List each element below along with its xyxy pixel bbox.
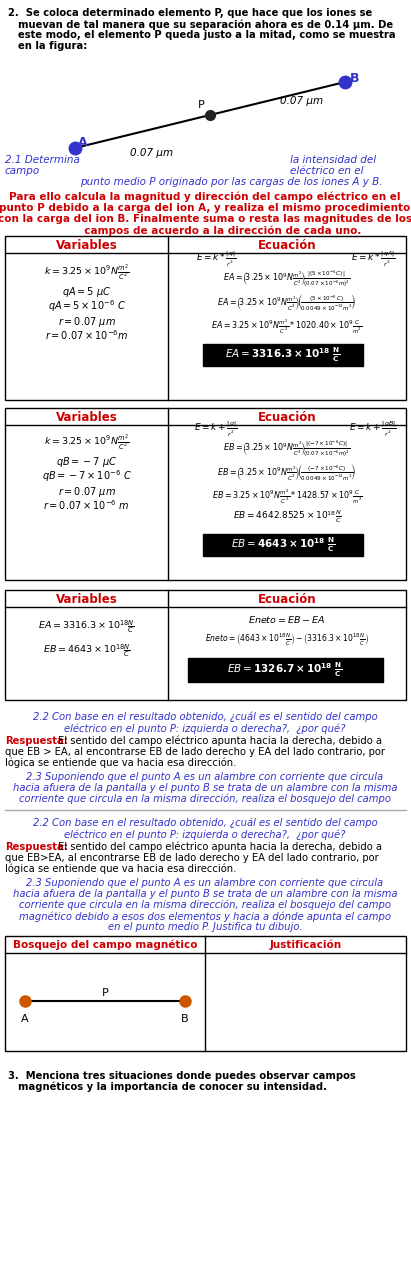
Text: El sentido del campo eléctrico apunta hacia la derecha, debido a: El sentido del campo eléctrico apunta ha… [58, 736, 382, 746]
Text: $E = k + \frac{|q|}{r^2}$: $E = k + \frac{|q|}{r^2}$ [194, 420, 238, 439]
Text: $k = 3.25 \times 10^9 N\frac{m^2}{C^2}$: $k = 3.25 \times 10^9 N\frac{m^2}{C^2}$ [44, 262, 129, 281]
Text: Ecuación: Ecuación [258, 593, 316, 606]
Text: Variables: Variables [55, 593, 118, 606]
Text: Respuesta:: Respuesta: [5, 736, 68, 746]
Text: 2.2 Con base en el resultado obtenido, ¿cuál es el sentido del campo: 2.2 Con base en el resultado obtenido, ¿… [32, 712, 377, 723]
Text: lógica se entiende que va hacia esa dirección.: lógica se entiende que va hacia esa dire… [5, 864, 236, 875]
Text: Ecuación: Ecuación [258, 239, 316, 252]
Text: $r = 0.07\ \mu m$: $r = 0.07\ \mu m$ [58, 485, 115, 499]
Bar [5, 936, 406, 1051]
Text: P: P [102, 988, 109, 998]
Text: B: B [350, 73, 360, 85]
Text: campos de acuerdo a la dirección de cada uno.: campos de acuerdo a la dirección de cada… [48, 225, 362, 236]
Text: 0.07 µm: 0.07 µm [130, 148, 173, 158]
Text: $EB = \mathbf{1326.7 \times 10^{18}\ \frac{N}{C}}$: $EB = \mathbf{1326.7 \times 10^{18}\ \fr… [227, 661, 343, 680]
Text: 2.3 Suponiendo que el punto A es un alambre con corriente que circula: 2.3 Suponiendo que el punto A es un alam… [26, 771, 383, 782]
Text: Bosquejo del campo magnético: Bosquejo del campo magnético [13, 939, 197, 950]
Text: $EA = \!\left(\!3.25 \times 10^9 N\frac{m^2}{C^2}\!\right)\!\left(\!\frac{(5 \ti: $EA = \!\left(\!3.25 \times 10^9 N\frac{… [217, 292, 357, 312]
Text: P: P [198, 101, 205, 109]
Text: $r = 0.07\ \mu m$: $r = 0.07\ \mu m$ [58, 314, 115, 328]
Text: $EA = 3316.3 \times 10^{18} \frac{N}{C}$: $EA = 3316.3 \times 10^{18} \frac{N}{C}$ [38, 617, 135, 635]
Text: lógica se entiende que va hacia esa dirección.: lógica se entiende que va hacia esa dire… [5, 757, 236, 769]
Text: corriente que circula en la misma dirección, realiza el bosquejo del campo: corriente que circula en la misma direcc… [19, 794, 391, 805]
Text: El sentido del campo eléctrico apunta hacia la derecha, debido a: El sentido del campo eléctrico apunta ha… [58, 841, 382, 853]
Bar [188, 658, 383, 682]
Text: $EA = \mathbf{3316.3 \times 10^{18}\ \frac{N}{C}}$: $EA = \mathbf{3316.3 \times 10^{18}\ \fr… [225, 346, 341, 364]
Text: punto medio P originado por las cargas de los iones A y B.: punto medio P originado por las cargas d… [80, 177, 383, 187]
Text: que EB>EA, al encontrarse EB de lado derecho y EA del lado contrario, por: que EB>EA, al encontrarse EB de lado der… [5, 853, 379, 863]
Bar [5, 409, 406, 580]
Text: $k = 3.25 \times 10^9 N\frac{m^2}{C^2}$: $k = 3.25 \times 10^9 N\frac{m^2}{C^2}$ [44, 432, 129, 452]
Text: $qA = 5 \times 10^{-6}\ C$: $qA = 5 \times 10^{-6}\ C$ [48, 298, 125, 314]
Text: muevan de tal manera que su separación ahora es de 0.14 µm. De: muevan de tal manera que su separación a… [18, 19, 393, 29]
Text: 3.  Menciona tres situaciones donde puedes observar campos: 3. Menciona tres situaciones donde puede… [8, 1071, 356, 1081]
Text: magnéticos y la importancia de conocer su intensidad.: magnéticos y la importancia de conocer s… [18, 1082, 327, 1092]
Text: $EA = 3.25 \times 10^9 N\frac{m^2}{C^2} * 1020.40 \times 10^9 \frac{C}{m^2}$: $EA = 3.25 \times 10^9 N\frac{m^2}{C^2} … [211, 318, 363, 336]
Bar [5, 589, 406, 700]
Text: 2.3 Suponiendo que el punto A es un alambre con corriente que circula: 2.3 Suponiendo que el punto A es un alam… [26, 878, 383, 889]
Text: $Eneto = \left(4643 \times 10^{18}\frac{N}{C}\right) - \left(3316.3 \times 10^{1: $Eneto = \left(4643 \times 10^{18}\frac{… [205, 631, 369, 648]
Text: magnético debido a esos dos elementos y hacia a dónde apunta el campo: magnético debido a esos dos elementos y … [19, 911, 391, 922]
Text: la intensidad del: la intensidad del [290, 155, 376, 165]
Text: corriente que circula en la misma dirección, realiza el bosquejo del campo: corriente que circula en la misma direcc… [19, 900, 391, 910]
Text: eléctrico en el punto P: izquierda o derecha?,  ¿por qué?: eléctrico en el punto P: izquierda o der… [64, 829, 346, 839]
Text: $qB = -7\ \mu C$: $qB = -7\ \mu C$ [56, 454, 117, 468]
Text: 2.  Se coloca determinado elemento P, que hace que los iones se: 2. Se coloca determinado elemento P, que… [8, 8, 372, 18]
Text: $EB = \!\left(\!3.25 \times 10^9 N\frac{m^2}{C^2}\!\right)\!\frac{|(-7 \times 10: $EB = \!\left(\!3.25 \times 10^9 N\frac{… [223, 438, 351, 460]
Text: este modo, el elemento P queda justo a la mitad, como se muestra: este modo, el elemento P queda justo a l… [18, 31, 396, 39]
Bar [5, 236, 406, 400]
Text: Ecuación: Ecuación [258, 411, 316, 424]
Text: eléctrico en el: eléctrico en el [290, 165, 363, 176]
Text: $Eneto = EB - EA$: $Eneto = EB - EA$ [249, 614, 326, 625]
Text: $EB = 4642.8525 \times 10^{18} \frac{N}{C}$: $EB = 4642.8525 \times 10^{18} \frac{N}{… [233, 508, 342, 524]
Text: $EA = \!\left(\!3.25 \times 10^9 N\frac{m^2}{C^2}\!\right)\!\frac{|(5 \times 10^: $EA = \!\left(\!3.25 \times 10^9 N\frac{… [223, 269, 351, 289]
Text: $E = k * \frac{|qA|}{r^2}$: $E = k * \frac{|qA|}{r^2}$ [351, 250, 395, 269]
Text: 0.07 µm: 0.07 µm [280, 95, 323, 106]
Text: hacia afuera de la pantalla y el punto B se trata de un alambre con la misma: hacia afuera de la pantalla y el punto B… [13, 783, 397, 793]
Text: $E = k * \frac{|q|}{r^2}$: $E = k * \frac{|q|}{r^2}$ [196, 250, 236, 269]
Text: A: A [21, 1015, 29, 1023]
Text: $EB = \!\left(\!3.25 \times 10^9 N\frac{m^2}{C^2}\!\right)\!\left(\!\frac{(-7 \t: $EB = \!\left(\!3.25 \times 10^9 N\frac{… [217, 462, 357, 482]
Text: $EB = 3.25 \times 10^9 N\frac{m^2}{C^2} * 1428.57 \times 10^9 \frac{C}{m^2}$: $EB = 3.25 \times 10^9 N\frac{m^2}{C^2} … [212, 488, 363, 507]
Text: A: A [78, 136, 88, 149]
Text: en el punto medio P. Justifica tu dibujo.: en el punto medio P. Justifica tu dibujo… [108, 922, 302, 932]
Text: que EB > EA, al encontrarse EB de lado derecho y EA del lado contrario, por: que EB > EA, al encontrarse EB de lado d… [5, 747, 385, 757]
Text: $r = 0.07 \times 10^{-6}m$: $r = 0.07 \times 10^{-6}m$ [45, 328, 128, 341]
Text: campo: campo [5, 165, 40, 176]
Text: Variables: Variables [55, 411, 118, 424]
Text: 2.1 Determina: 2.1 Determina [5, 155, 80, 165]
Text: Para ello calcula la magnitud y dirección del campo eléctrico en el: Para ello calcula la magnitud y direcció… [9, 192, 401, 202]
Text: Justificación: Justificación [270, 939, 342, 950]
Text: hacia afuera de la pantalla y el punto B se trata de un alambre con la misma: hacia afuera de la pantalla y el punto B… [13, 889, 397, 899]
Text: Variables: Variables [55, 239, 118, 252]
Text: $qB = -7 \times 10^{-6}\ C$: $qB = -7 \times 10^{-6}\ C$ [42, 468, 132, 484]
Bar [203, 344, 363, 367]
Text: con la carga del ion B. Finalmente suma o resta las magnitudes de los: con la carga del ion B. Finalmente suma … [0, 214, 411, 224]
Text: eléctrico en el punto P: izquierda o derecha?,  ¿por qué?: eléctrico en el punto P: izquierda o der… [64, 723, 346, 733]
Text: $r = 0.07 \times 10^{-6}\ m$: $r = 0.07 \times 10^{-6}\ m$ [43, 498, 130, 512]
Text: B: B [181, 1015, 189, 1023]
Text: en la figura:: en la figura: [18, 41, 88, 51]
Text: $EB = \mathbf{4643 \times 10^{18}\ \frac{N}{C}}$: $EB = \mathbf{4643 \times 10^{18}\ \frac… [231, 536, 335, 555]
Text: 2.2 Con base en el resultado obtenido, ¿cuál es el sentido del campo: 2.2 Con base en el resultado obtenido, ¿… [32, 819, 377, 829]
Text: $E = k + \frac{|qB|}{r^2}$: $E = k + \frac{|qB|}{r^2}$ [349, 420, 397, 439]
Bar [203, 533, 363, 556]
Text: Respuesta:: Respuesta: [5, 841, 68, 852]
Text: $qA = 5\ \mu C$: $qA = 5\ \mu C$ [62, 285, 111, 299]
Text: $EB = 4643 \times 10^{18} \frac{N}{C}$: $EB = 4643 \times 10^{18} \frac{N}{C}$ [43, 642, 130, 659]
Text: punto P debido a la carga del ion A, y realiza el mismo procedimiento: punto P debido a la carga del ion A, y r… [0, 202, 411, 213]
